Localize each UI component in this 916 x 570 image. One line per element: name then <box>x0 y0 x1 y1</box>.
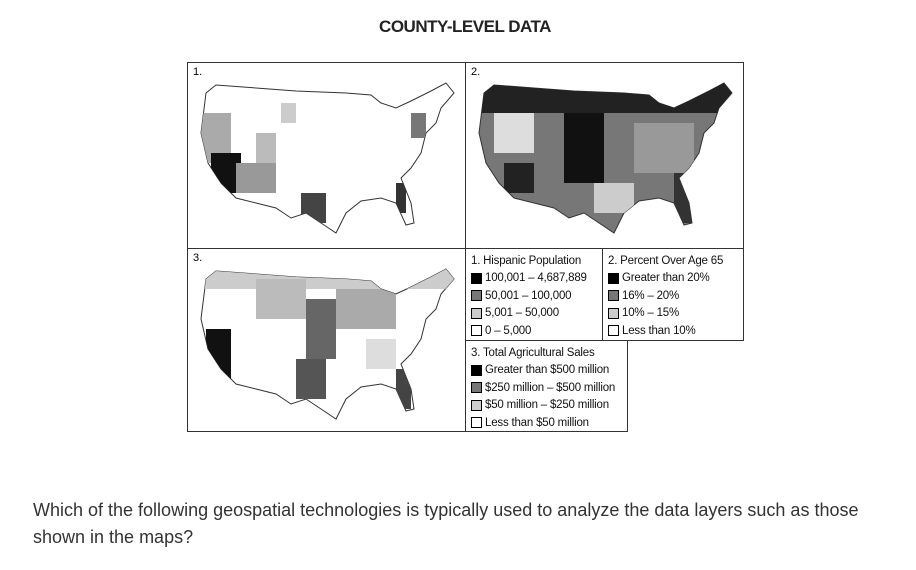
legend-item: $50 million – $250 million <box>471 397 622 415</box>
legend-item: Less than 10% <box>608 322 738 340</box>
legend-swatch <box>608 307 619 319</box>
legend-swatch <box>471 325 482 337</box>
legend-item: $250 million – $500 million <box>471 379 622 397</box>
title: COUNTY-LEVEL DATA <box>379 17 551 36</box>
legend-swatch <box>471 364 482 376</box>
legend-item: 50,001 – 100,000 <box>471 287 597 305</box>
map <box>478 82 733 234</box>
question: Which of the following geospatial techno… <box>33 500 859 547</box>
legend-swatch <box>471 290 482 302</box>
legend-item: Greater than 20% <box>608 270 738 288</box>
legend-item: Less than $50 million <box>471 414 622 432</box>
map-label: 3. <box>193 252 203 264</box>
legend-swatch <box>608 290 619 302</box>
legend-swatch <box>471 272 482 284</box>
legend-swatch <box>471 417 482 429</box>
legend-label: Less than $50 million <box>485 416 589 429</box>
map-patches <box>201 103 426 223</box>
legend-swatch <box>471 399 482 411</box>
legend-title: 3. Total Agricultural Sales <box>471 346 595 359</box>
legend-label: $50 million – $250 million <box>485 399 609 412</box>
legend-title: 2. Percent Over Age 65 <box>608 254 724 267</box>
legend-swatch <box>608 325 619 337</box>
legend-item: 10% – 15% <box>608 305 738 323</box>
legend-swatch <box>608 272 619 284</box>
legend: 2. Percent Over Age 65 Greater than 20% 16… <box>602 248 744 341</box>
legend-label: Greater than $500 million <box>485 364 610 377</box>
map-panel: 1. <box>187 62 466 249</box>
legend-label: 16% – 20% <box>622 289 680 302</box>
legend: 3. Total Agricultural Sales Greater than … <box>465 340 628 432</box>
legend-swatch <box>471 307 482 319</box>
legend-item: 0 – 5,000 <box>471 322 597 340</box>
map-label: 1. <box>193 66 203 78</box>
map-label: 2. <box>471 66 481 78</box>
legend-item: 5,001 – 50,000 <box>471 305 597 323</box>
map-panel: 3. <box>187 248 466 432</box>
legend-item: Greater than $500 million <box>471 362 622 380</box>
legend-label: Less than 10% <box>622 324 696 337</box>
legend-label: 100,001 – 4,687,889 <box>485 272 587 285</box>
map <box>200 82 455 234</box>
map-panel: 2. <box>465 62 744 249</box>
legend-label: 50,001 – 100,000 <box>485 289 572 302</box>
legend-item: 100,001 – 4,687,889 <box>471 270 597 288</box>
map <box>200 268 455 420</box>
legend-label: $250 million – $500 million <box>485 381 616 394</box>
legend-swatch <box>471 382 482 394</box>
legend-label: 10% – 15% <box>622 307 680 320</box>
legend-title: 1. Hispanic Population <box>471 254 582 267</box>
legend-label: 5,001 – 50,000 <box>485 307 559 320</box>
legend-item: 16% – 20% <box>608 287 738 305</box>
legend-label: Greater than 20% <box>622 272 710 285</box>
legend-label: 0 – 5,000 <box>485 324 532 337</box>
legend: 1. Hispanic Population 100,001 – 4,687,88… <box>465 248 603 341</box>
